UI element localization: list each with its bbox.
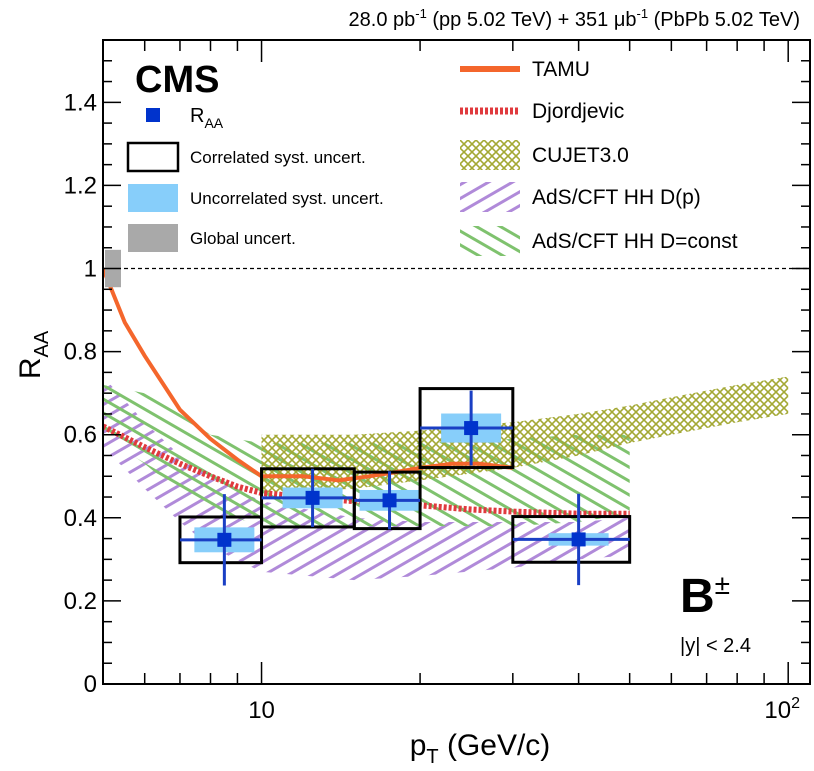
band-cujet: [261, 376, 789, 493]
y-tick-label: 0.6: [64, 422, 97, 449]
legend-uncorr-label: Uncorrelated syst. uncert.: [190, 189, 384, 208]
legend-global-box: [128, 224, 178, 252]
luminosity-header: 28.0 pb-1 (pp 5.02 TeV) + 351 μb-1 (PbPb…: [349, 6, 800, 31]
y-tick-label: 0.4: [64, 505, 97, 532]
legend-uncorr-box: [128, 184, 178, 212]
particle-label: B±: [680, 569, 730, 623]
legend-ads-dconst-label: AdS/CFT HH D=const: [532, 230, 738, 253]
raa-point-3: [464, 421, 479, 436]
legend-cujet-label: CUJET3.0: [532, 144, 629, 167]
y-tick-label: 0.8: [64, 339, 97, 366]
curve-djordjevic: [103, 423, 630, 517]
y-tick-label: 1.4: [64, 89, 97, 116]
plot-frame: [102, 39, 811, 685]
raa-point-0: [217, 532, 232, 547]
y-tick-label: 1: [84, 256, 97, 283]
x-tick-label: 102: [764, 695, 800, 724]
raa-point-4: [571, 532, 586, 547]
legend-global-label: Global uncert.: [190, 229, 296, 248]
raa-point-1: [305, 490, 320, 505]
legend-left: RAA Correlated syst. uncert. Uncorrelate…: [126, 105, 384, 252]
legend-raa-label: RAA: [190, 105, 224, 131]
legend-cujet-swatch: [460, 140, 520, 170]
legend-ads-dp-label: AdS/CFT HH D(p): [532, 186, 701, 209]
legend-corr-label: Correlated syst. uncert.: [190, 148, 366, 167]
experiment-label: CMS: [135, 59, 219, 101]
rapidity-label: |y| < 2.4: [680, 635, 751, 657]
y-tick-label: 0.2: [64, 588, 97, 615]
y-tick-label: 0: [84, 671, 97, 698]
legend-ads-dp-swatch: [460, 182, 520, 212]
raa-point-2: [382, 493, 397, 508]
legend-djordjevic-label: Djordjevic: [532, 100, 624, 123]
y-tick-label: 1.2: [64, 172, 97, 199]
y-axis-title: RAA: [14, 330, 53, 379]
legend-corr-box: [126, 141, 180, 173]
legend-right: TAMU Djordjevic CUJET3.0 AdS/CFT HH D(p)…: [460, 58, 738, 256]
x-axis-title: pT (GeV/c): [410, 729, 551, 768]
legend-raa-marker: [146, 108, 160, 122]
x-tick-label: 10: [248, 697, 275, 724]
legend-tamu-label: TAMU: [532, 58, 590, 81]
curve-tamu: [103, 267, 514, 483]
legend-ads-dconst-swatch: [460, 226, 520, 256]
